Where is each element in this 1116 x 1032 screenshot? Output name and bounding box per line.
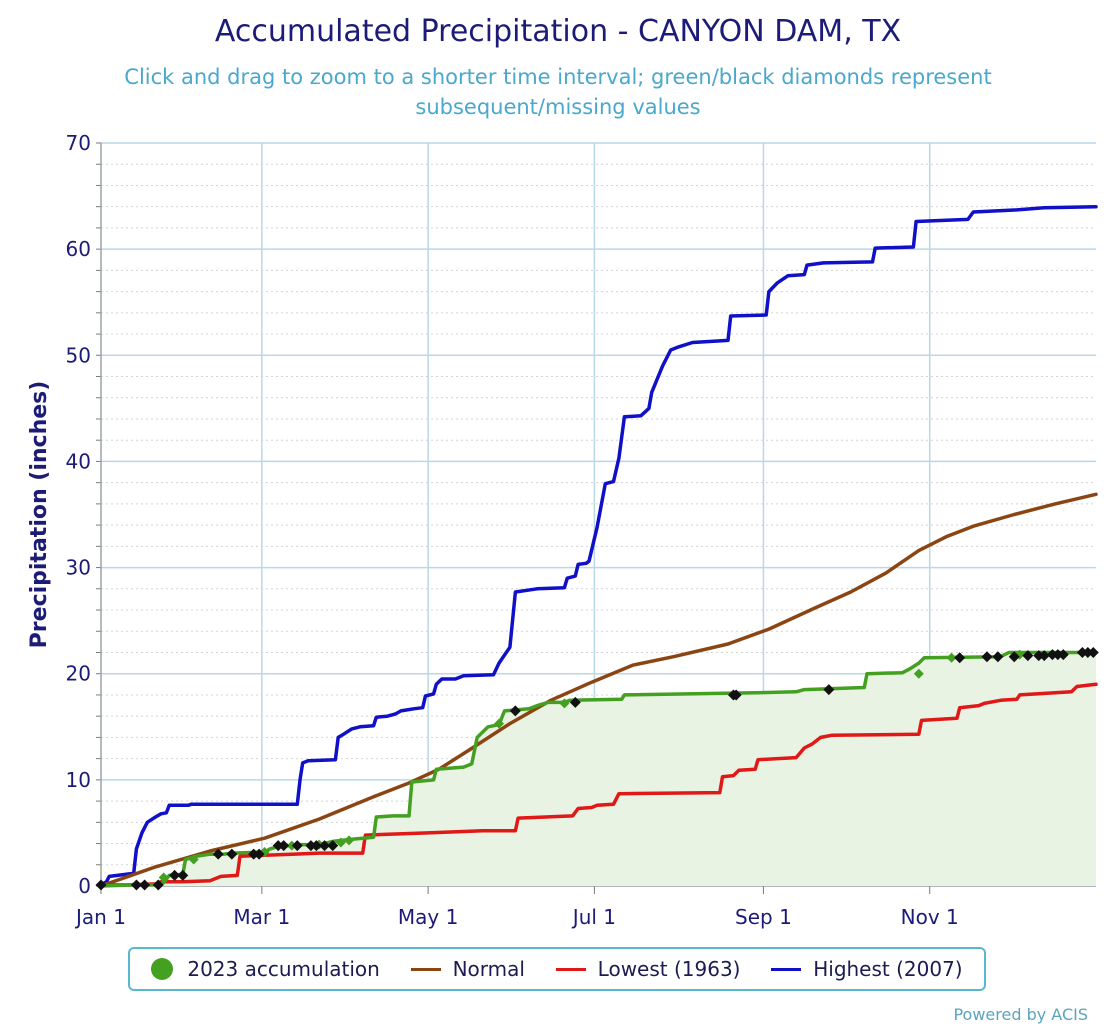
chart-subtitle: Click and drag to zoom to a shorter time… [124, 65, 992, 119]
black-diamond-marker [327, 840, 339, 852]
y-tick-label: 40 [66, 449, 91, 473]
green-diamond-marker [494, 718, 504, 729]
green-diamond-marker [913, 668, 924, 679]
legend-label-lowest: Lowest (1963) [597, 957, 741, 981]
legend-label-2023: 2023 accumulation [187, 957, 380, 981]
green-diamond-marker [344, 835, 355, 846]
y-tick-label: 20 [66, 662, 91, 686]
green-diamond-marker [188, 854, 199, 865]
series-lowest-line [99, 682, 1098, 887]
legend-swatch-normal [410, 967, 441, 971]
series-highest-line [99, 204, 1098, 887]
series-normal-line [99, 492, 1098, 888]
black-diamond-marker [226, 848, 238, 860]
x-tick-label: Jul 1 [571, 905, 616, 929]
black-diamond-marker [730, 689, 742, 701]
black-diamond-marker [1057, 649, 1069, 661]
green-diamond-marker [335, 837, 346, 848]
black-diamond-marker [291, 840, 303, 852]
black-diamond-marker [992, 651, 1004, 663]
black-diamond-marker [212, 848, 224, 860]
legend-swatch-2023 [151, 958, 174, 980]
y-axis-title: Precipitation (inches) [27, 381, 52, 649]
legend: 2023 accumulation Normal Lowest (1963) H… [128, 947, 986, 991]
x-tick-label: May 1 [398, 905, 458, 929]
x-tick-label: Mar 1 [233, 905, 290, 929]
y-tick-label: 60 [66, 237, 91, 261]
black-diamond-marker [1087, 646, 1099, 658]
series-2023-area [101, 652, 1096, 886]
legend-item-2023[interactable]: 2023 accumulation [151, 957, 380, 981]
y-tick-label: 30 [66, 556, 91, 580]
legend-swatch-lowest [555, 967, 586, 971]
green-diamond-marker [158, 872, 169, 883]
black-diamond-marker [278, 840, 290, 852]
legend-item-normal[interactable]: Normal [410, 957, 525, 981]
black-diamond-marker [823, 684, 835, 696]
black-diamond-marker [130, 879, 142, 891]
chart-title: Accumulated Precipitation - CANYON DAM, … [214, 14, 902, 49]
black-diamond-marker [981, 651, 993, 663]
black-diamond-marker [310, 840, 322, 852]
y-tick-label: 50 [66, 343, 91, 367]
black-diamond-marker [169, 869, 181, 881]
legend-label-highest: Highest (2007) [813, 957, 963, 981]
y-tick-label: 10 [66, 768, 91, 792]
black-diamond-marker [177, 869, 189, 881]
black-diamond-marker [152, 879, 164, 891]
legend-item-lowest[interactable]: Lowest (1963) [555, 957, 741, 981]
black-diamond-marker [139, 879, 151, 891]
legend-label-normal: Normal [452, 957, 525, 981]
black-diamond-marker [954, 652, 966, 664]
x-tick-label: Nov 1 [901, 905, 959, 929]
black-diamond-marker [253, 848, 265, 860]
y-tick-label: 0 [78, 874, 91, 898]
black-diamond-marker [95, 879, 107, 891]
x-tick-label: Sep 1 [735, 905, 792, 929]
y-tick-label: 70 [66, 131, 91, 155]
credits-link[interactable]: Powered by ACIS [953, 1005, 1088, 1024]
green-diamond-marker [559, 698, 570, 709]
black-diamond-marker [569, 696, 581, 708]
black-diamond-marker [319, 840, 331, 852]
black-diamond-marker [1008, 651, 1020, 663]
black-diamond-marker [1038, 650, 1050, 662]
x-tick-label: Jan 1 [74, 905, 126, 929]
legend-swatch-highest [771, 967, 802, 971]
green-diamond-marker [946, 652, 957, 663]
black-diamond-marker [1022, 650, 1034, 662]
legend-item-highest[interactable]: Highest (2007) [771, 957, 963, 981]
black-diamond-marker [509, 705, 521, 717]
